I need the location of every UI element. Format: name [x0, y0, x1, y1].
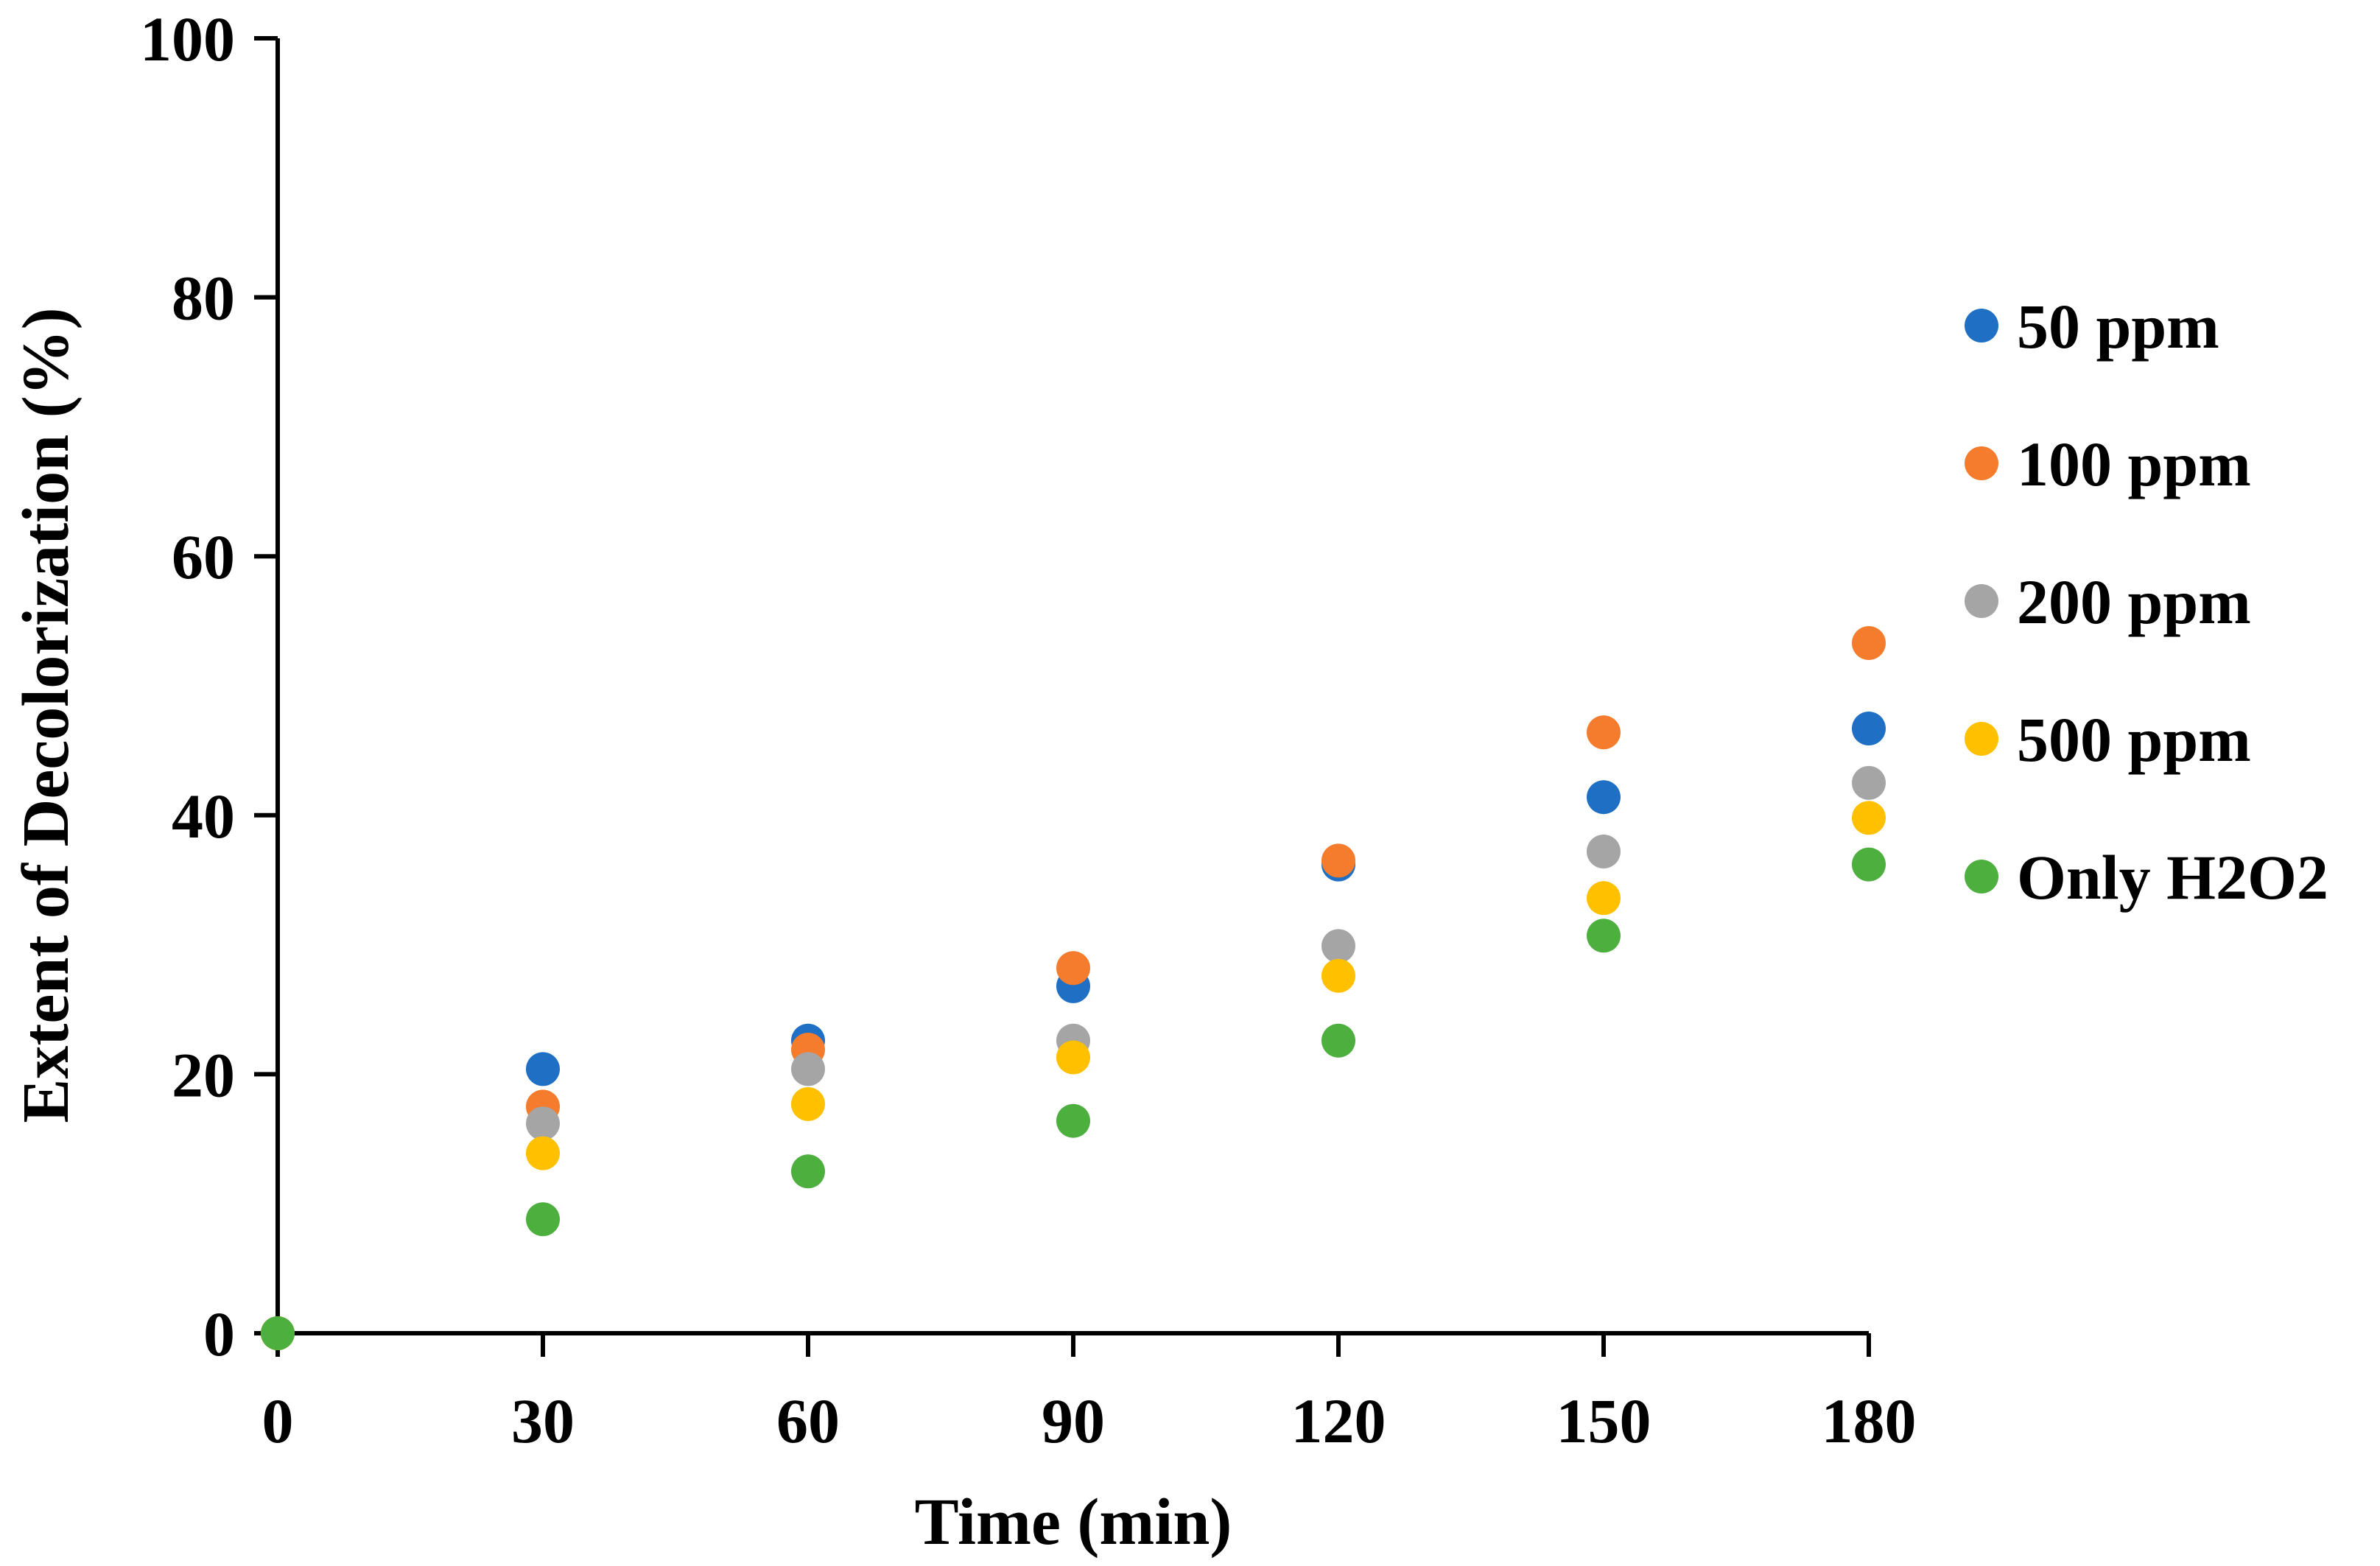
legend-label: Only H2O2	[2017, 842, 2328, 913]
x-tick-label: 60	[776, 1386, 840, 1456]
data-point	[1321, 843, 1355, 878]
data-point	[1852, 801, 1886, 835]
y-tick-label: 40	[172, 781, 235, 852]
data-point	[1587, 780, 1621, 815]
x-tick-label: 120	[1291, 1386, 1386, 1456]
legend-label: 200 ppm	[2017, 566, 2251, 637]
data-point	[1056, 951, 1090, 986]
data-points	[261, 625, 1886, 1350]
legend: 50 ppm 100 ppm 200 ppm 500 ppm Only H2O2	[1965, 291, 2328, 913]
data-point	[1321, 929, 1355, 963]
data-point	[526, 1136, 560, 1170]
legend-label: 100 ppm	[2017, 429, 2251, 499]
y-axis-ticks: 0 20 40 60 80 100	[140, 4, 278, 1369]
data-point	[1587, 881, 1621, 916]
x-tick-label: 0	[262, 1386, 294, 1456]
legend-marker	[1965, 860, 1998, 893]
data-point	[791, 1052, 825, 1086]
x-tick-label: 180	[1822, 1386, 1917, 1456]
data-point	[791, 1086, 825, 1121]
x-axis-title: Time (min)	[915, 1486, 1232, 1559]
y-axis-title: Extent of Decolorization (%)	[10, 307, 83, 1123]
legend-marker	[1965, 446, 1998, 480]
data-point	[1852, 625, 1886, 660]
axes	[275, 38, 1869, 1335]
y-tick-label: 60	[172, 522, 235, 592]
data-point	[261, 1316, 295, 1350]
legend-marker	[1965, 584, 1998, 618]
legend-label: 500 ppm	[2017, 704, 2251, 775]
data-point	[1852, 765, 1886, 800]
series-only-h2o2	[261, 847, 1886, 1350]
data-point	[1056, 1103, 1090, 1138]
data-point	[1321, 1023, 1355, 1058]
data-point	[1321, 958, 1355, 993]
series-500-ppm	[261, 801, 1886, 1350]
data-point	[526, 1052, 560, 1086]
data-point	[1587, 715, 1621, 750]
x-tick-label: 30	[511, 1386, 575, 1456]
legend-label: 50 ppm	[2017, 291, 2219, 362]
y-tick-label: 100	[140, 4, 235, 74]
data-point	[526, 1202, 560, 1237]
data-point	[1852, 712, 1886, 746]
x-tick-label: 150	[1556, 1386, 1651, 1456]
y-tick-label: 80	[172, 263, 235, 334]
data-point	[526, 1106, 560, 1141]
data-point	[1056, 1040, 1090, 1075]
legend-marker	[1965, 722, 1998, 756]
y-tick-label: 20	[172, 1039, 235, 1110]
data-point	[1587, 835, 1621, 869]
x-axis-ticks: 0 30 60 90 120 150 180	[262, 1333, 1917, 1456]
y-tick-label: 0	[203, 1299, 235, 1369]
x-tick-label: 90	[1042, 1386, 1105, 1456]
data-point	[791, 1154, 825, 1189]
data-point	[1587, 919, 1621, 953]
legend-marker	[1965, 309, 1998, 343]
data-point	[1852, 847, 1886, 882]
